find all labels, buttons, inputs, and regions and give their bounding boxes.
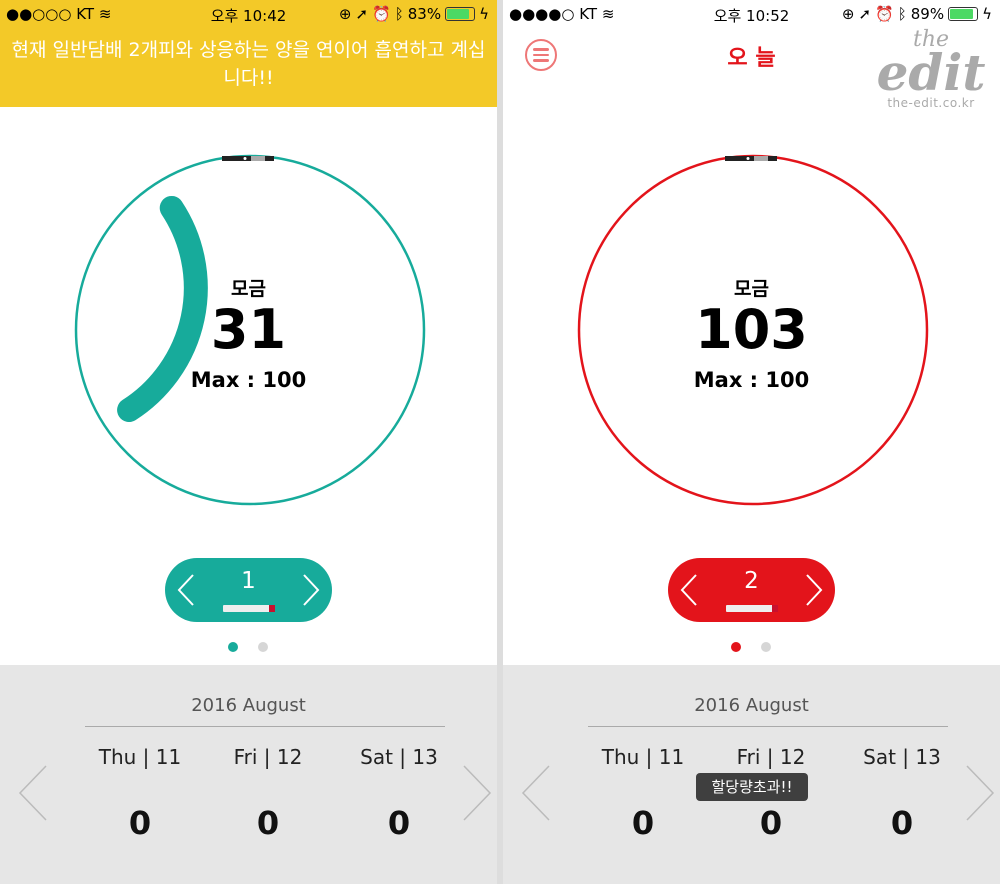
battery-percent: 83% [407, 5, 442, 23]
next-day-button[interactable] [965, 765, 995, 821]
watermark-url: the-edit.co.kr [887, 96, 975, 110]
clock: 오후 10:42 [210, 7, 287, 25]
calendar-month: 2016 August [191, 695, 306, 716]
day-value: 0 [128, 804, 152, 842]
alarm-icon: ⏰ [875, 5, 894, 23]
alarm-icon: ⏰ [372, 5, 391, 23]
gauge-max: Max : 100 [693, 368, 810, 392]
calendar-divider [85, 726, 445, 727]
e-cigarette-icon [725, 156, 777, 161]
day-label: Thu | 11 [98, 745, 182, 769]
rotation-lock-icon: ⊕ [338, 5, 352, 23]
prev-day-button[interactable] [18, 765, 48, 821]
page-dot[interactable] [761, 642, 771, 652]
cigarette-count: 1 [241, 568, 256, 594]
charging-icon: ϟ [479, 5, 489, 23]
cigarette-count: 2 [744, 568, 759, 594]
page-indicator[interactable] [731, 642, 771, 652]
warning-banner: 현재 일반담배 2개피와 상응하는 양을 연이어 흡연하고 계십니다!! [0, 0, 497, 107]
day-label: Thu | 11 [601, 745, 685, 769]
calendar-divider [588, 726, 948, 727]
cigarette-icon [223, 605, 275, 612]
day-label: Fri | 12 [233, 745, 303, 769]
gauge-label: 모금 [231, 278, 266, 300]
day-label: Sat | 13 [863, 745, 941, 769]
prev-day-button[interactable] [521, 765, 551, 821]
gauge-value: 103 [695, 298, 808, 361]
puff-gauge [577, 154, 929, 506]
battery-icon [948, 7, 979, 21]
carrier-name: KT [579, 5, 598, 23]
menu-button[interactable] [525, 39, 557, 71]
day-label: Sat | 13 [360, 745, 438, 769]
status-bar: ●●●●○ KT ≋ 오후 10:52 ⊕ ➚ ⏰ ᛒ 89% ϟ [503, 0, 1000, 28]
battery-percent: 89% [910, 5, 945, 23]
battery-icon [445, 7, 476, 21]
status-icons: ⊕ ➚ ⏰ ᛒ 89% ϟ [842, 5, 992, 23]
next-count-button[interactable] [805, 574, 823, 606]
page-dot[interactable] [228, 642, 238, 652]
gauge-max: Max : 100 [190, 368, 307, 392]
location-icon: ➚ [858, 5, 872, 23]
day-value: 0 [387, 804, 411, 842]
watermark-line: edit [876, 43, 986, 102]
carrier-name: KT [76, 5, 95, 23]
prev-count-button[interactable] [177, 574, 195, 606]
watermark-logo: the edit the-edit.co.kr [876, 27, 986, 111]
phone-screen: ●●●●○ KT ≋ 오후 10:52 ⊕ ➚ ⏰ ᛒ 89% ϟ 오 늘 the edit… [503, 0, 1000, 884]
gauge-progress-arc [117, 195, 208, 423]
next-count-button[interactable] [302, 574, 320, 606]
divider [497, 0, 503, 884]
wifi-icon: ≋ [601, 5, 615, 23]
clock: 오후 10:52 [713, 7, 790, 25]
cigarette-icon [726, 605, 778, 612]
carrier: ●●●●○ KT ≋ [509, 5, 614, 23]
watermark-line: the [912, 27, 950, 52]
day-value: 0 [890, 804, 914, 842]
warning-text: 현재 일반담배 2개피와 상응하는 양을 연이어 흡연하고 계십니다!! [11, 39, 486, 89]
day-label: Fri | 12 [736, 745, 806, 769]
next-day-button[interactable] [462, 765, 492, 821]
bluetooth-icon: ᛒ [394, 5, 404, 23]
e-cigarette-icon [222, 156, 274, 161]
gauge-label: 모금 [734, 278, 769, 300]
quota-exceeded-toast: 할당량초과!! [696, 773, 808, 801]
signal-strength: ●●●●○ [509, 5, 575, 23]
calendar-panel: 2016 August Thu | 11 0 Fri | 12 0 Sat | 13… [503, 665, 1000, 884]
status-bar: ●●○○○ KT ≋ 오후 10:42 ⊕ ➚ ⏰ ᛒ 83% ϟ [0, 0, 497, 28]
day-value: 0 [256, 804, 280, 842]
calendar-panel: 2016 August Thu | 11 0 Fri | 12 0 Sat | 13… [0, 665, 497, 884]
day-value: 0 [759, 804, 783, 842]
charging-icon: ϟ [982, 5, 992, 23]
wifi-icon: ≋ [98, 5, 112, 23]
carrier: ●●○○○ KT ≋ [6, 5, 111, 23]
status-icons: ⊕ ➚ ⏰ ᛒ 83% ϟ [339, 5, 489, 23]
cigarette-count-selector: 1 [165, 558, 332, 622]
prev-count-button[interactable] [680, 574, 698, 606]
puff-gauge [74, 154, 426, 506]
page-indicator[interactable] [228, 642, 268, 652]
signal-strength: ●●○○○ [6, 5, 72, 23]
rotation-lock-icon: ⊕ [841, 5, 855, 23]
page-dot[interactable] [258, 642, 268, 652]
day-value: 0 [631, 804, 655, 842]
cigarette-count-selector: 2 [668, 558, 835, 622]
calendar-month: 2016 August [694, 695, 809, 716]
phone-screen: 현재 일반담배 2개피와 상응하는 양을 연이어 흡연하고 계십니다!! ●●○… [0, 0, 497, 884]
page-dot[interactable] [731, 642, 741, 652]
location-icon: ➚ [355, 5, 369, 23]
bluetooth-icon: ᛒ [897, 5, 907, 23]
gauge-value: 31 [210, 298, 287, 361]
page-title: 오 늘 [727, 46, 776, 71]
